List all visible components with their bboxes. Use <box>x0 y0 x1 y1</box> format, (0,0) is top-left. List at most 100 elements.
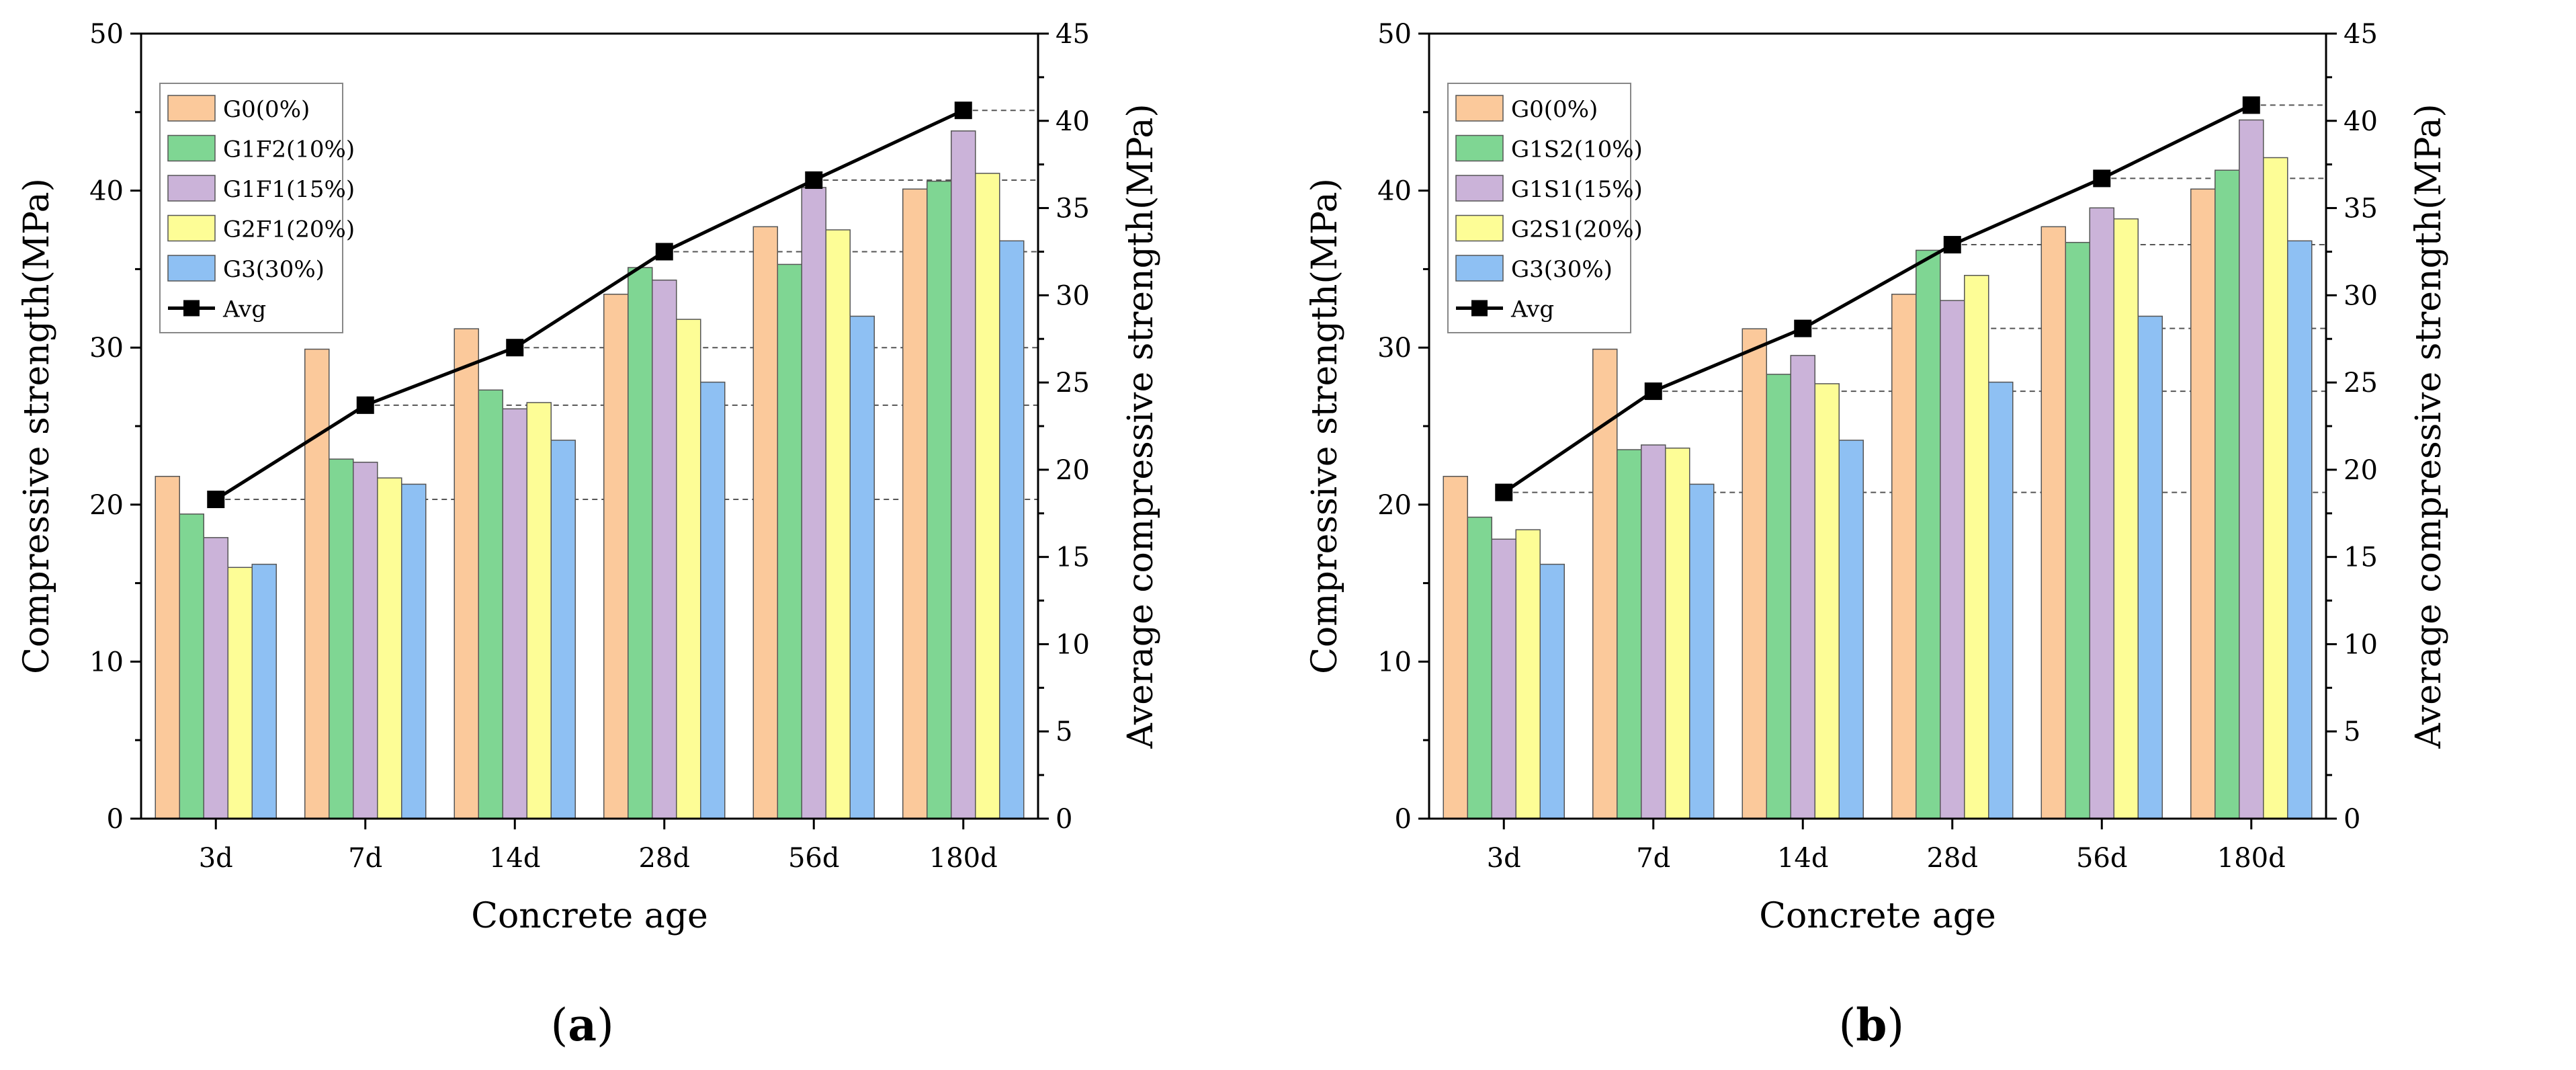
bar-4-1 <box>401 483 427 819</box>
avg-point <box>2093 169 2111 188</box>
bar-1-5 <box>927 180 952 819</box>
chart-panel-b: 0 10 20 30 40 50 0 5 10 15 20 25 30 35 40 45 3d 7d 14d 28d 5… <box>1288 0 2576 1070</box>
bar-4-2 <box>550 440 576 819</box>
legend-swatch <box>167 255 216 282</box>
x-tick-label: 28d <box>1926 843 1978 874</box>
legend-label: G3(30%) <box>223 256 325 283</box>
legend-box <box>159 83 343 333</box>
bar-2-2 <box>502 408 527 819</box>
avg-point <box>954 101 972 120</box>
bar-4-5 <box>999 240 1025 819</box>
panel-label-open: ( <box>551 999 568 1051</box>
left-y-tick-label: 10 <box>1377 647 1412 677</box>
legend-box <box>1447 83 1631 333</box>
avg-line <box>214 108 964 501</box>
avg-point <box>1644 382 1662 401</box>
legend-swatch <box>1455 214 1504 242</box>
right-y-tick-label: 30 <box>1056 280 1090 311</box>
bar-3-2 <box>526 402 552 819</box>
bar-1-4 <box>777 263 802 819</box>
right-y-tick-label: 0 <box>1056 804 1072 835</box>
right-y-tick-label: 15 <box>1056 542 1090 573</box>
bar-2-5 <box>2239 119 2264 819</box>
bar-0-0 <box>1443 476 1468 819</box>
legend-swatch <box>1455 175 1504 202</box>
bar-2-3 <box>652 280 677 819</box>
bar-4-0 <box>251 563 277 819</box>
x-tick-label: 3d <box>199 843 233 874</box>
right-y-tick-label: 45 <box>2344 19 2378 50</box>
left-y-tick-label: 20 <box>1377 490 1412 521</box>
bar-1-3 <box>1916 249 1941 819</box>
bar-4-3 <box>1988 381 2014 819</box>
avg-point <box>1943 236 1961 254</box>
x-tick-label: 14d <box>489 843 541 874</box>
left-y-tick-label: 40 <box>1377 176 1412 207</box>
bar-2-4 <box>801 187 826 819</box>
avg-point <box>2242 96 2260 114</box>
bar-4-2 <box>1838 440 1864 819</box>
bar-3-0 <box>1515 529 1541 819</box>
legend-label-avg: Avg <box>222 296 266 323</box>
avg-point <box>356 396 374 414</box>
bar-3-3 <box>1964 274 1989 819</box>
bar-4-5 <box>2287 240 2313 819</box>
x-tick-label: 56d <box>2076 843 2128 874</box>
right-y-axis-title: Average compressive strength(MPa) <box>1121 104 1161 749</box>
left-y-tick-label: 50 <box>89 19 124 50</box>
right-y-axis-title: Average compressive strength(MPa) <box>2409 104 2449 749</box>
left-y-tick-label: 30 <box>1377 333 1412 364</box>
bar-0-4 <box>753 226 778 819</box>
right-y-tick-label: 40 <box>1056 106 1090 137</box>
bar-4-0 <box>1539 563 1565 819</box>
panel-label-letter: b <box>1856 999 1887 1051</box>
bar-3-3 <box>676 319 701 819</box>
x-tick-label: 180d <box>929 843 998 874</box>
right-y-tick-label: 20 <box>2344 455 2378 486</box>
bar-1-5 <box>2215 169 2240 819</box>
avg-line <box>1502 104 2252 494</box>
legend-swatch <box>1455 95 1504 122</box>
right-y-tick-label: 0 <box>2344 804 2360 835</box>
right-y-tick-label: 5 <box>2344 716 2360 747</box>
bar-1-1 <box>1617 449 1642 819</box>
x-tick-label: 56d <box>788 843 840 874</box>
right-y-tick-label: 30 <box>2344 280 2378 311</box>
legend-label: G1S2(10%) <box>1511 136 1643 163</box>
panel-label-letter: a <box>568 999 597 1051</box>
left-y-tick-label: 0 <box>1395 804 1412 835</box>
legend-label: G3(30%) <box>1511 256 1613 283</box>
right-y-tick-label: 25 <box>1056 368 1090 399</box>
legend-label: G2F1(20%) <box>223 216 355 243</box>
bar-0-0 <box>155 476 180 819</box>
bar-1-4 <box>2065 241 2090 819</box>
right-y-tick-label: 40 <box>2344 106 2378 137</box>
left-y-tick-label: 40 <box>89 176 124 207</box>
legend-swatch <box>167 214 216 242</box>
bar-2-1 <box>1641 444 1666 819</box>
legend-swatch <box>1455 255 1504 282</box>
bar-1-0 <box>179 513 204 819</box>
bar-0-5 <box>902 188 928 819</box>
bar-0-3 <box>603 294 629 819</box>
left-y-tick-label: 20 <box>89 490 124 521</box>
left-y-tick-label: 0 <box>107 804 124 835</box>
x-tick-label: 14d <box>1777 843 1829 874</box>
bar-4-4 <box>2137 315 2163 819</box>
bar-1-0 <box>1467 516 1492 819</box>
bar-1-2 <box>478 389 503 819</box>
left-y-tick-label: 30 <box>89 333 124 364</box>
legend-label: G0(0%) <box>1511 96 1598 123</box>
legend-swatch <box>1455 134 1504 162</box>
panel-label: (a) <box>551 999 614 1051</box>
bar-0-4 <box>2041 226 2066 819</box>
bar-2-0 <box>1491 538 1516 819</box>
bar-1-2 <box>1766 374 1791 819</box>
chart-svg-a: 0 10 20 30 40 50 0 5 10 15 20 25 30 35 40 45 3d 7d 14d 28d 5… <box>17 19 1161 1051</box>
legend-swatch <box>167 134 216 162</box>
right-y-tick-label: 35 <box>2344 194 2378 224</box>
bar-3-5 <box>2263 157 2288 819</box>
bar-0-2 <box>1742 328 1767 819</box>
bar-2-0 <box>203 537 228 819</box>
chart-svg-b: 0 10 20 30 40 50 0 5 10 15 20 25 30 35 40 45 3d 7d 14d 28d 5… <box>1305 19 2449 1051</box>
